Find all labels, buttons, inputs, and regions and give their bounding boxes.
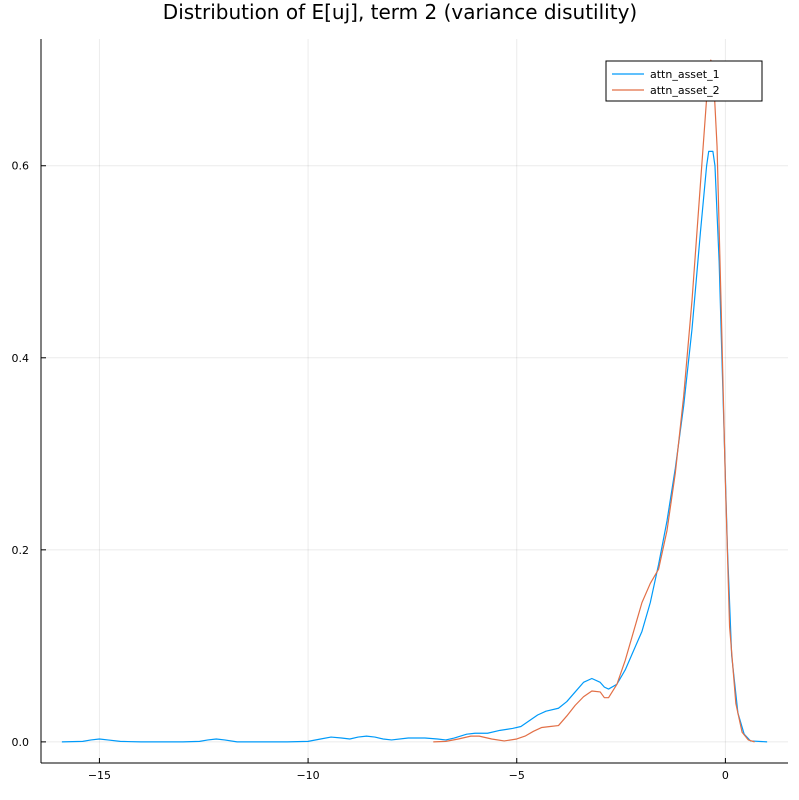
ticks: −15 −10 −5 0 0.0 0.2 0.4 0.6 — [12, 160, 729, 782]
legend: attn_asset_1 attn_asset_2 — [605, 60, 763, 102]
grid — [41, 39, 788, 763]
x-tick-label: −5 — [509, 769, 525, 782]
y-tick-label: 0.6 — [12, 160, 30, 173]
series-line-attn-asset-1 — [61, 150, 768, 743]
x-tick-label: −10 — [296, 769, 319, 782]
x-tick-label: 0 — [722, 769, 729, 782]
chart-title: Distribution of E[uj], term 2 (variance … — [163, 0, 637, 24]
series-line-attn-asset-2 — [433, 59, 755, 743]
y-tick-label: 0.4 — [12, 352, 30, 365]
legend-label: attn_asset_1 — [650, 68, 720, 81]
series-group — [61, 59, 768, 743]
y-tick-label: 0.0 — [12, 736, 30, 749]
axes — [40, 39, 788, 764]
legend-label: attn_asset_2 — [650, 84, 720, 97]
legend-box — [605, 60, 763, 102]
y-tick-label: 0.2 — [12, 544, 30, 557]
x-tick-label: −15 — [88, 769, 111, 782]
